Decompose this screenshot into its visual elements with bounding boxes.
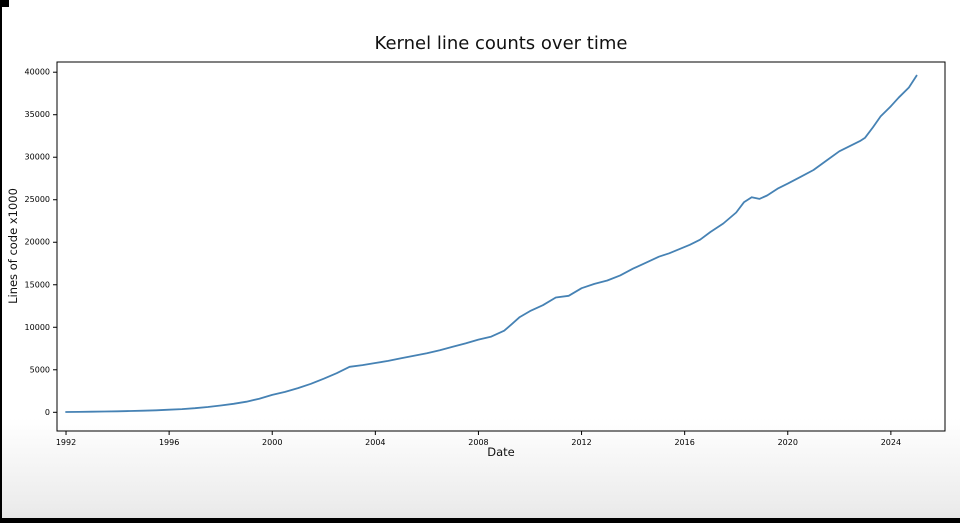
x-tick-label: 1992 [56, 438, 76, 447]
y-tick-label: 35000 [25, 110, 50, 119]
y-tick-label: 5000 [30, 365, 50, 374]
y-tick-label: 0 [45, 408, 50, 417]
x-tick-label: 2012 [571, 438, 591, 447]
y-tick-label: 10000 [25, 323, 50, 332]
data-line [65, 74, 918, 413]
x-tick-label: 2016 [674, 438, 694, 447]
y-tick-label: 40000 [25, 68, 50, 77]
kernel-line-chart: Kernel line counts over time 1992 1996 200… [6, 33, 946, 459]
x-tick-label: 2008 [468, 438, 488, 447]
x-tick-label: 2000 [262, 438, 282, 447]
chart-title: Kernel line counts over time [374, 33, 628, 54]
y-tick-label: 30000 [25, 153, 50, 162]
x-tick-label: 2020 [778, 438, 798, 447]
letterbox-left-edge [0, 0, 2, 523]
x-tick-label: 1996 [159, 438, 179, 447]
y-tick-label: 25000 [25, 195, 50, 204]
line-chart-svg: 1992 1996 2000 2004 2008 2012 2016 2020 2024 0 500… [25, 61, 946, 447]
y-axis-label: Lines of code x1000 [6, 188, 20, 304]
y-tick-label: 20000 [25, 238, 50, 247]
y-tick-label: 15000 [25, 280, 50, 289]
letterbox-bottom-edge [0, 518, 960, 523]
x-tick-label: 2024 [881, 438, 901, 447]
letterbox-topleft-corner [0, 0, 9, 7]
x-tick-label: 2004 [365, 438, 385, 447]
x-axis-label: Date [487, 445, 515, 459]
